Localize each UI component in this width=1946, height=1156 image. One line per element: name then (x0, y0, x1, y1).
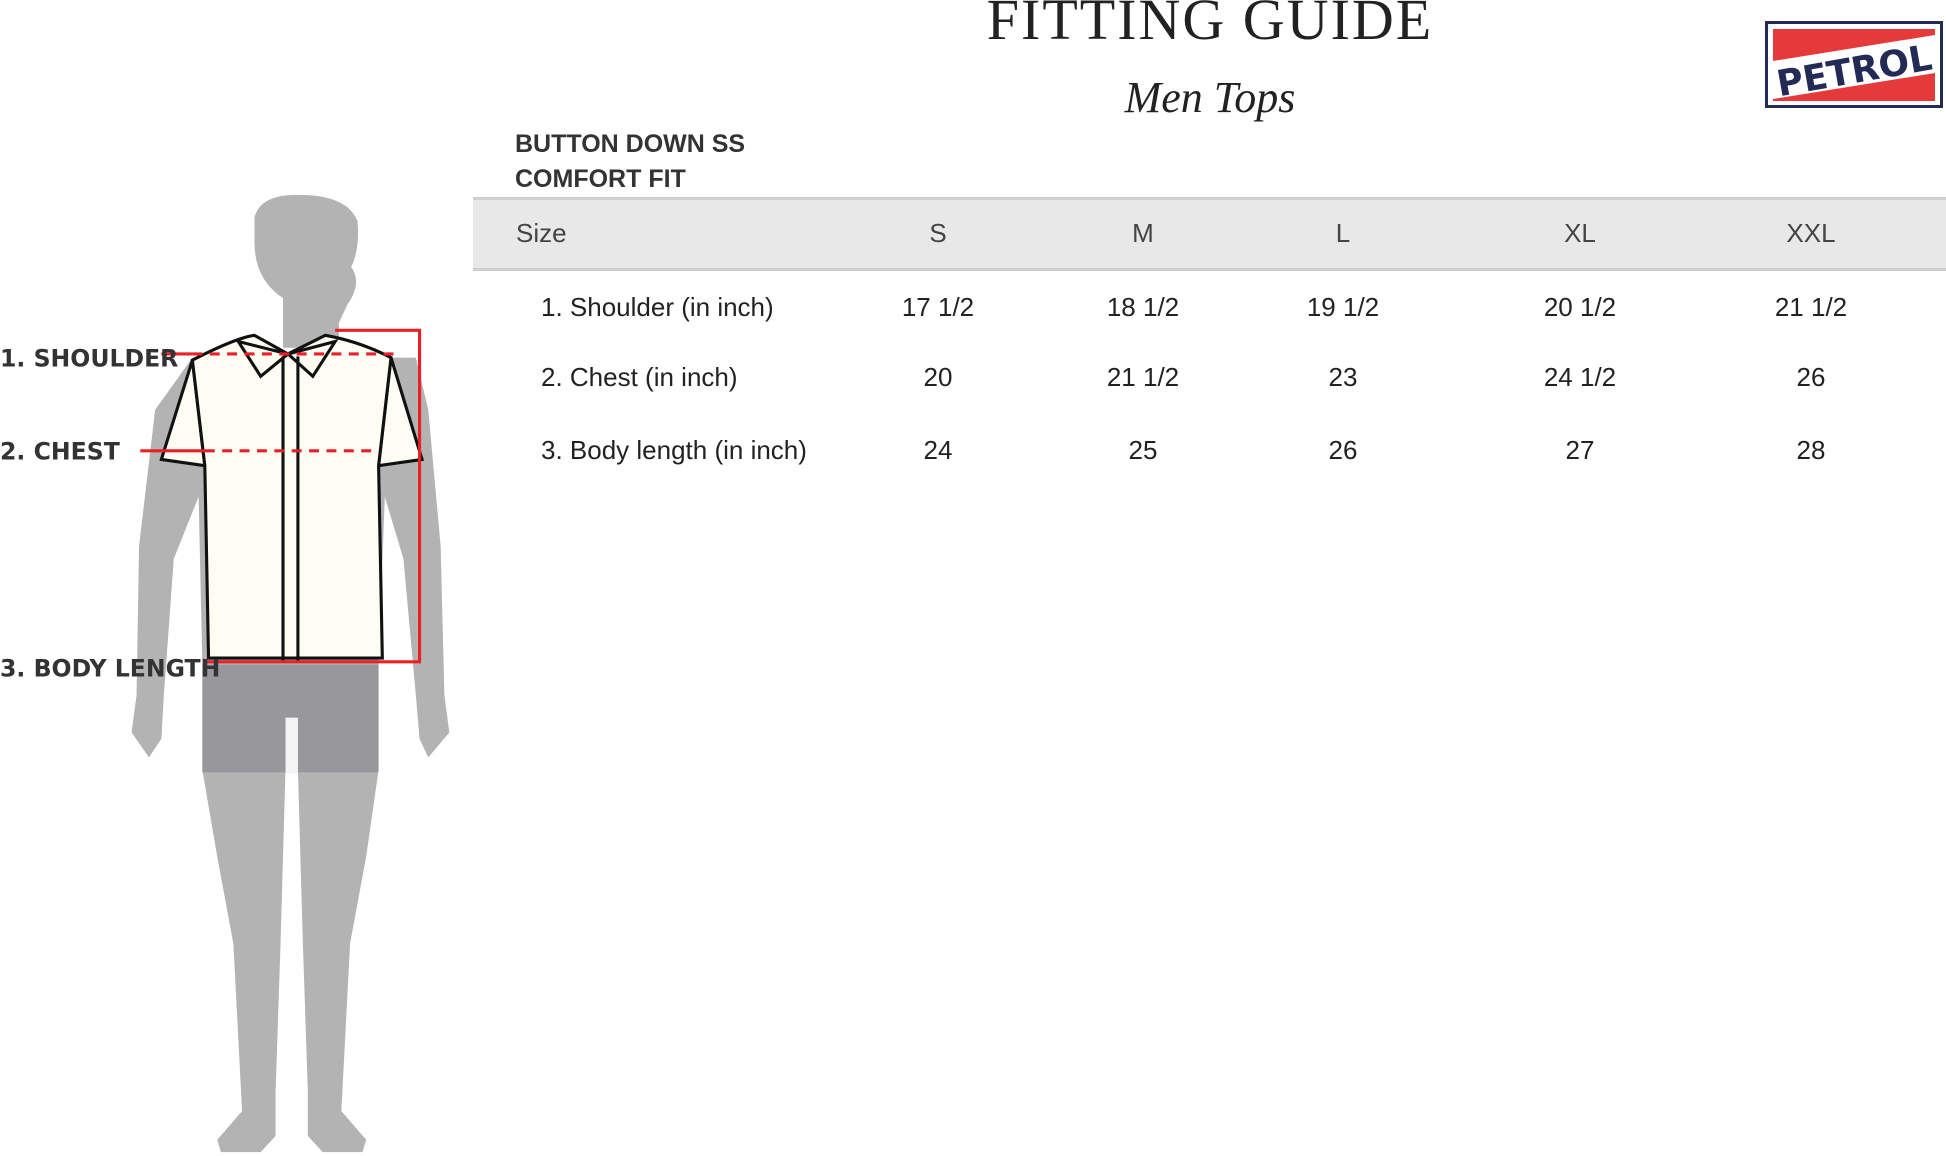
cell: 26 (1328, 435, 1358, 465)
size-header-s: S (929, 218, 947, 248)
product-fit: COMFORT FIT (515, 165, 686, 193)
measurement-lines (140, 328, 422, 664)
measurement-figure: 1. SHOULDER 2. CHEST 3. BODY LENGTH (0, 194, 450, 1153)
size-header-m: M (1132, 218, 1154, 248)
cell: 20 (923, 362, 953, 392)
row-label: 3. Body length (in inch) (541, 435, 807, 465)
shirt (159, 333, 425, 662)
cell: 20 1/2 (1543, 292, 1617, 322)
chest-label: 2. CHEST (0, 437, 120, 465)
cell: 27 (1565, 435, 1595, 465)
cell: 25 (1128, 435, 1158, 465)
size-header-xxl: XXL (1786, 218, 1836, 248)
cell: 21 1/2 (1106, 362, 1180, 392)
size-header-l: L (1335, 218, 1351, 248)
petrol-logo: PETROL (1765, 21, 1943, 108)
size-header-label: Size (516, 218, 567, 248)
page-title: FITTING GUIDE (986, 0, 1434, 52)
cell: 18 1/2 (1106, 292, 1180, 322)
row-label: 1. Shoulder (in inch) (541, 292, 774, 322)
cell: 26 (1796, 362, 1826, 392)
cell: 24 1/2 (1543, 362, 1617, 392)
body-length-label: 3. BODY LENGTH (0, 655, 220, 683)
cell: 24 (923, 435, 953, 465)
cell: 17 1/2 (901, 292, 975, 322)
row-label: 2. Chest (in inch) (541, 362, 738, 392)
cell: 19 1/2 (1306, 292, 1380, 322)
product-name: BUTTON DOWN SS (515, 130, 746, 158)
cell: 28 (1796, 435, 1826, 465)
table-header-row (473, 197, 1946, 271)
page-subtitle: Men Tops (1124, 73, 1296, 122)
cell: 23 (1328, 362, 1358, 392)
size-header-xl: XL (1564, 218, 1596, 248)
shoulder-label: 1. SHOULDER (0, 344, 178, 372)
cell: 21 1/2 (1774, 292, 1848, 322)
